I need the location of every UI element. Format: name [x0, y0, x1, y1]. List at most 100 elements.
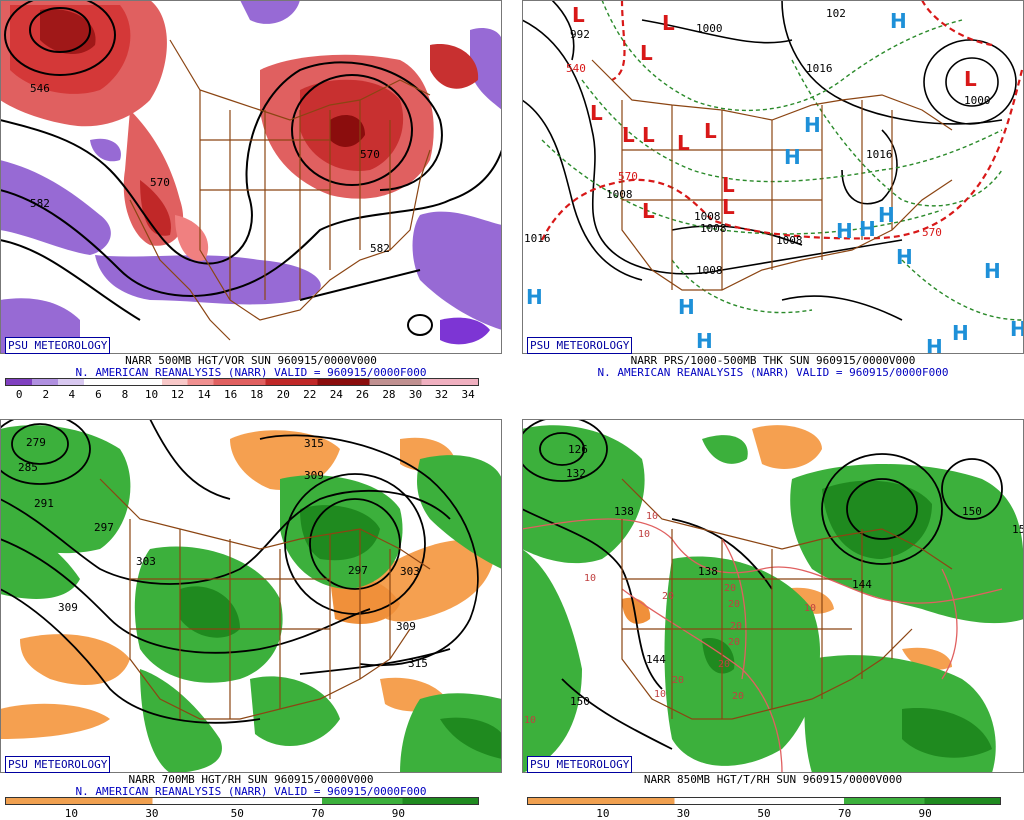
contour-label: 297: [94, 521, 114, 534]
psu-meteorology-badge: PSU METEOROLOGY: [527, 756, 633, 773]
panel-500mb-vorticity: 546 570 582 582 570 PSU METEOROLOGY NARR…: [0, 0, 502, 401]
temp-label: 20: [724, 583, 736, 594]
low-marker: L: [640, 41, 653, 65]
contour-label: 138: [614, 505, 634, 518]
low-marker: L: [662, 11, 675, 35]
low-marker: L: [590, 101, 603, 125]
contour-label: 138: [698, 565, 718, 578]
critical-thickness-lines: [541, 0, 1024, 241]
contour-label: 132: [566, 467, 586, 480]
tick-label: 50: [757, 807, 771, 820]
tick-label: 6: [95, 388, 102, 401]
rh-moist-shading: [522, 425, 1024, 773]
product-caption: NARR 850MB HGT/T/RH SUN 960915/0000V000: [643, 773, 903, 786]
political-borders: [129, 39, 431, 341]
contour-label: 570: [360, 148, 380, 161]
map-frame: [0, 419, 502, 773]
contour-label: 303: [400, 565, 420, 578]
contour-label: 1000: [696, 22, 723, 35]
tick-label: 34: [461, 388, 475, 401]
contour-label: 102: [826, 7, 846, 20]
psu-meteorology-badge: PSU METEOROLOGY: [5, 756, 111, 773]
temp-label: 10: [638, 529, 650, 540]
temp-label: 10: [524, 715, 536, 726]
tick-label: 24: [329, 388, 343, 401]
tick-label: 8: [121, 388, 129, 401]
rh-850mb-map: 126 132 138 144 150 138 144 150 15 10 10…: [522, 419, 1024, 773]
temp-label: 20: [662, 591, 674, 602]
tick-label: 4: [68, 388, 76, 401]
map-frame: [0, 0, 502, 354]
psu-meteorology-badge: PSU METEOROLOGY: [5, 337, 111, 354]
temp-label: 20: [672, 675, 684, 686]
contour-label: 546: [30, 82, 50, 95]
low-marker: L: [642, 123, 655, 147]
tick-label: 0: [15, 388, 23, 401]
political-borders: [621, 478, 953, 720]
tick-label: 14: [197, 388, 211, 401]
height-contours: [0, 419, 479, 724]
contour-label: 1000: [964, 94, 991, 107]
high-marker: H: [678, 295, 695, 319]
political-borders: [591, 59, 953, 291]
tick-label: 30: [145, 807, 159, 820]
low-pressure-markers: L L L L L L L L L L L L: [572, 3, 977, 223]
contour-label: 570: [922, 226, 942, 239]
contour-label: 992: [570, 28, 590, 41]
tick-label: 10: [596, 807, 610, 820]
contour-labels: 992 540 1000 102 1016 1000 1008 1008 100…: [524, 7, 991, 277]
political-borders: [99, 478, 431, 720]
high-pressure-markers: H H H H H H H H H H H H H H: [526, 9, 1024, 354]
low-marker: L: [722, 195, 735, 219]
low-marker: L: [622, 123, 635, 147]
high-marker: H: [984, 259, 1001, 283]
contour-label: 150: [962, 505, 982, 518]
valid-caption: N. AMERICAN REANALYSIS (NARR) VALID = 96…: [75, 366, 427, 379]
contour-label: 582: [370, 242, 390, 255]
panel-850mb-temperature-rh: 126 132 138 144 150 138 144 150 15 10 10…: [522, 419, 1024, 820]
tick-label: 30: [408, 388, 423, 401]
height-contours: [522, 419, 1003, 750]
low-marker: L: [677, 131, 690, 155]
tick-label: 18: [250, 388, 264, 401]
high-marker: H: [952, 321, 969, 345]
tick-label: 10: [144, 388, 159, 401]
colorbar-ticks: 10 30 50 70 90: [527, 807, 1001, 820]
contour-label: 582: [30, 197, 50, 210]
high-marker: H: [526, 285, 543, 309]
tick-label: 90: [918, 807, 932, 820]
temp-label: 20: [728, 599, 740, 610]
tick-label: 20: [276, 388, 290, 401]
tick-label: 10: [64, 807, 78, 820]
tick-label: 28: [382, 388, 396, 401]
high-marker: H: [890, 9, 907, 33]
contour-label: 1016: [524, 232, 551, 245]
high-marker: H: [859, 217, 876, 241]
contour-label: 309: [396, 620, 416, 633]
contour-label: 1008: [606, 188, 633, 201]
temperature-contours: [522, 518, 1003, 773]
contour-label: 309: [58, 601, 78, 614]
contour-label: 1016: [806, 62, 833, 75]
contour-label: 1016: [866, 148, 893, 161]
contour-label: 1008: [694, 210, 721, 223]
temp-label: 20: [728, 637, 740, 648]
pressure-centers: L L L L L L L L L L L L H H H H H H H: [526, 3, 1024, 354]
panel-surface-pressure-thickness: L L L L L L L L L L L L H H H H H H H: [522, 0, 1024, 400]
tick-label: 70: [311, 807, 325, 820]
temp-label: 10: [804, 603, 816, 614]
pressure-map: L L L L L L L L L L L L H H H H H H H: [522, 0, 1024, 354]
tick-label: 16: [223, 388, 238, 401]
contour-label: 309: [304, 469, 324, 482]
contour-label: 15: [1012, 523, 1024, 536]
high-marker: H: [878, 203, 895, 227]
contour-labels: 126 132 138 144 150 138 144 150 15: [566, 443, 1024, 708]
contour-label: 570: [618, 170, 638, 183]
temperature-labels: 10 10 10 20 20 20 20 20 10 20 20 10 20 1…: [524, 511, 816, 726]
map-frame: [522, 419, 1024, 773]
contour-labels: 279 285 291 297 303 309 315 309 297 303 …: [18, 436, 428, 670]
valid-caption: N. AMERICAN REANALYSIS (NARR) VALID = 96…: [75, 785, 427, 798]
temp-label: 20: [732, 691, 744, 702]
tick-label: 50: [230, 807, 244, 820]
tick-label: 26: [355, 388, 370, 401]
